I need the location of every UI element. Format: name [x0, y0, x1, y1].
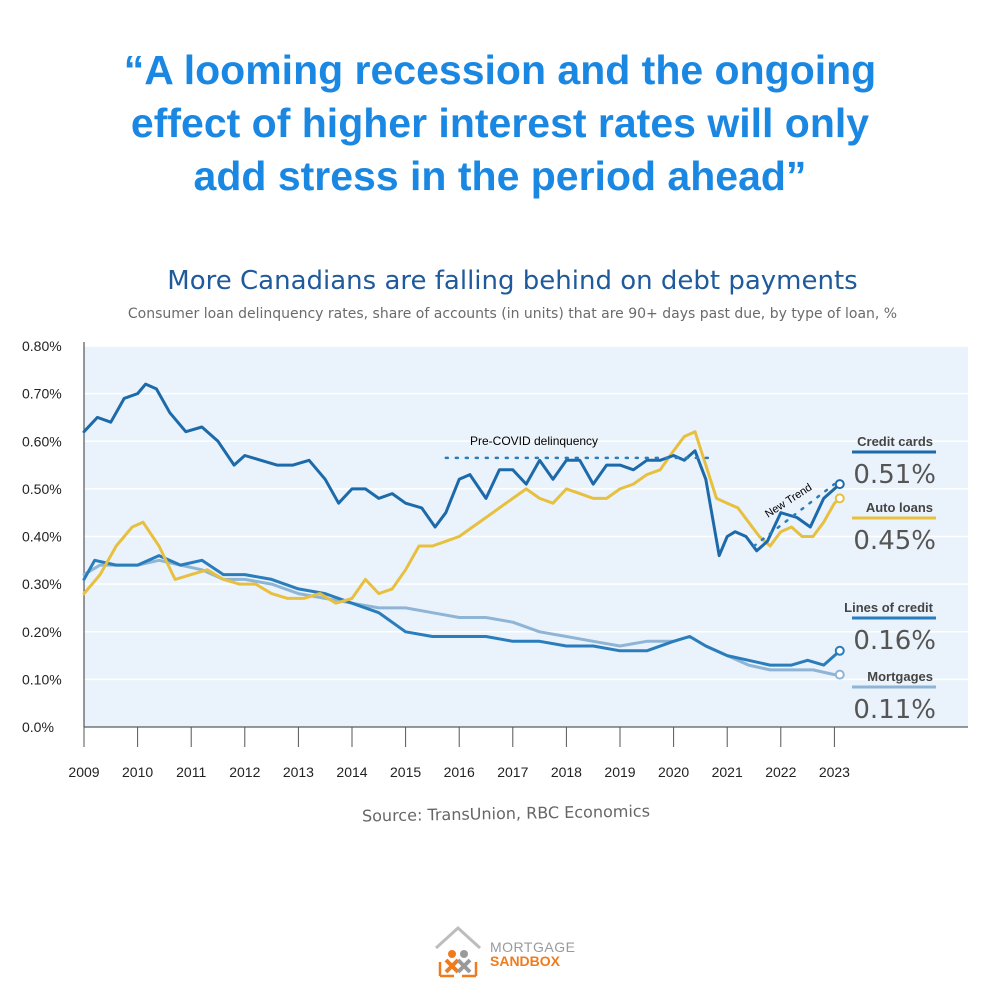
logo-line-1: MORTGAGE	[490, 939, 576, 955]
x-tick-label: 2011	[176, 764, 206, 780]
pre-covid-annotation: Pre-COVID delinquency	[470, 434, 598, 448]
logo-text: MORTGAGE SANDBOX	[490, 940, 575, 968]
y-tick-label: 0.70%	[22, 386, 62, 402]
house-logo-icon	[434, 925, 482, 978]
x-tick-label: 2016	[444, 764, 475, 780]
legend-value: 0.45%	[853, 526, 936, 556]
headline-quote: “A looming recession and the ongoing eff…	[40, 44, 960, 203]
logo-line-2: SANDBOX	[490, 953, 561, 969]
x-tick-label: 2022	[765, 764, 796, 780]
series-end-marker	[834, 493, 845, 504]
x-tick-label: 2019	[604, 764, 635, 780]
y-tick-label: 0.60%	[22, 433, 62, 449]
y-tick-label: 0.40%	[22, 529, 62, 545]
series-line-lines-of-credit	[82, 554, 842, 667]
y-tick-label: 0.10%	[22, 671, 62, 687]
y-tick-label: 0.50%	[22, 481, 62, 497]
chart-title: More Canadians are falling behind on deb…	[167, 266, 858, 296]
line-chart: 0.0% 0.10% 0.20% 0.30% 0.40% 0.50% 0.60% 0.70% 0…	[22, 338, 968, 780]
x-tick-label: 2012	[229, 764, 260, 780]
quote-line-3: add stress in the period ahead”	[193, 153, 807, 199]
series-line-credit-cards	[82, 382, 842, 558]
legend-name: Lines of credit	[844, 600, 934, 615]
series-end-marker	[834, 669, 845, 680]
series-end-marker	[834, 479, 845, 490]
x-tick-label: 2023	[819, 764, 850, 780]
legend-value: 0.11%	[853, 695, 936, 725]
quote-line-1: “A looming recession and the ongoing	[123, 47, 877, 93]
legend-name: Auto loans	[866, 500, 933, 515]
y-tick-label: 0.30%	[22, 576, 62, 592]
chart-source: Source: TransUnion, RBC Economics	[361, 801, 651, 826]
x-tick-label: 2020	[658, 764, 689, 780]
series-line-mortgages	[82, 558, 842, 677]
new-trend-line	[752, 482, 836, 548]
x-tick-label: 2014	[336, 764, 367, 780]
legend-name: Mortgages	[867, 669, 933, 684]
chart-subtitle: Consumer loan delinquency rates, share o…	[127, 306, 898, 322]
quote-line-2: effect of higher interest rates will onl…	[130, 100, 870, 146]
legend-name: Credit cards	[857, 434, 933, 449]
x-tick-label: 2009	[68, 764, 99, 780]
y-tick-label: 0.80%	[22, 338, 62, 354]
series-end-marker	[834, 645, 845, 656]
legend-value: 0.51%	[853, 460, 936, 490]
x-tick-label: 2017	[497, 764, 528, 780]
mortgage-sandbox-logo: MORTGAGE SANDBOX	[430, 920, 590, 980]
x-tick-label: 2021	[712, 764, 743, 780]
x-tick-label: 2018	[551, 764, 582, 780]
series-line-auto-loans	[82, 430, 842, 605]
x-tick-label: 2010	[122, 764, 153, 780]
y-tick-label: 0.0%	[22, 719, 54, 735]
x-tick-label: 2013	[283, 764, 314, 780]
legend-value: 0.16%	[853, 626, 936, 656]
y-tick-label: 0.20%	[22, 624, 62, 640]
x-tick-label: 2015	[390, 764, 421, 780]
